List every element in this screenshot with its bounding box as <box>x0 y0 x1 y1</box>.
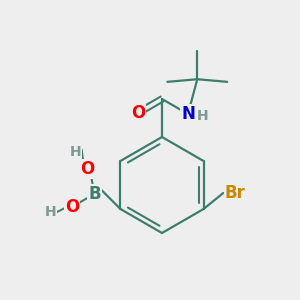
Text: Br: Br <box>225 184 246 202</box>
Text: H: H <box>197 109 209 123</box>
Text: N: N <box>181 105 195 123</box>
Text: O: O <box>130 104 145 122</box>
Text: O: O <box>81 160 95 178</box>
Text: H: H <box>45 205 56 219</box>
Text: H: H <box>70 145 82 159</box>
Text: B: B <box>88 185 101 203</box>
Text: O: O <box>65 198 79 216</box>
